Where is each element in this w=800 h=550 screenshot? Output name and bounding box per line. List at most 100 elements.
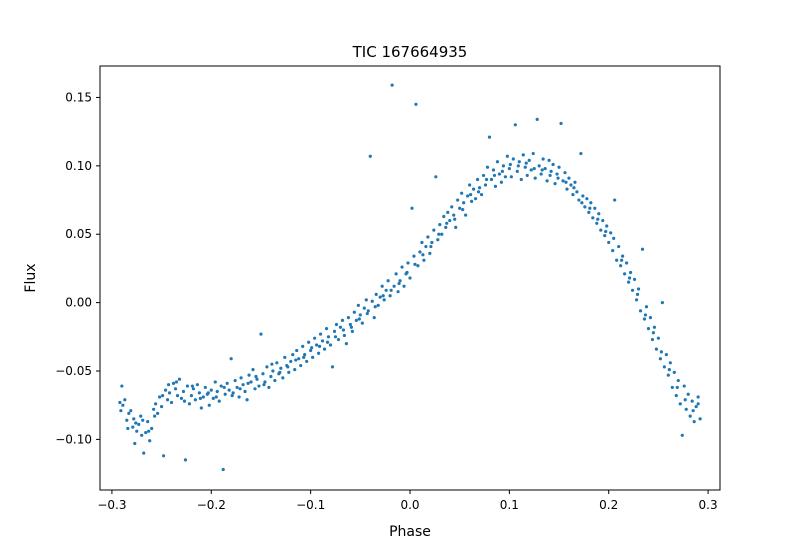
- data-point: [360, 321, 364, 325]
- data-point: [378, 295, 382, 299]
- data-point: [650, 337, 655, 342]
- data-point: [589, 201, 593, 205]
- data-point: [325, 340, 330, 344]
- data-point: [556, 176, 560, 180]
- data-point: [139, 414, 143, 418]
- data-point: [315, 343, 319, 347]
- data-point: [587, 210, 591, 214]
- data-point: [310, 346, 314, 350]
- data-point: [580, 201, 584, 205]
- data-point: [541, 157, 545, 161]
- data-point: [497, 172, 502, 176]
- data-point: [413, 262, 417, 266]
- data-point: [191, 387, 195, 391]
- data-point: [356, 303, 360, 307]
- data-point: [571, 192, 575, 197]
- data-point: [507, 166, 511, 171]
- data-point: [620, 258, 624, 262]
- data-point: [253, 387, 257, 391]
- data-point: [595, 221, 599, 225]
- y-tick-label: 0.00: [65, 296, 92, 310]
- data-point: [388, 294, 392, 298]
- data-point: [426, 235, 430, 239]
- data-point: [479, 192, 484, 197]
- data-point: [352, 310, 356, 314]
- chart-title: TIC 167664935: [352, 43, 468, 61]
- data-point: [160, 404, 164, 409]
- data-point: [203, 385, 207, 390]
- data-point: [309, 348, 313, 353]
- data-point: [358, 313, 362, 317]
- data-point: [513, 123, 517, 127]
- x-tick-label: −0.1: [296, 498, 325, 512]
- y-tick-label: −0.05: [55, 364, 92, 378]
- data-point: [364, 298, 368, 302]
- data-point: [492, 173, 497, 178]
- data-point: [559, 121, 563, 126]
- data-point: [501, 164, 505, 168]
- data-point: [684, 407, 688, 411]
- data-point: [601, 218, 605, 223]
- data-point: [211, 396, 215, 400]
- data-point: [249, 380, 253, 384]
- data-point: [396, 290, 400, 294]
- data-point: [428, 251, 432, 255]
- data-point: [366, 309, 370, 313]
- data-point: [148, 439, 152, 443]
- data-point: [289, 359, 293, 364]
- data-point: [659, 350, 663, 354]
- data-point: [141, 418, 145, 422]
- data-point: [644, 305, 649, 309]
- data-point: [305, 359, 309, 364]
- data-point: [545, 179, 549, 183]
- data-point: [406, 261, 410, 265]
- data-point: [473, 197, 478, 201]
- data-point: [615, 258, 619, 262]
- x-tick-label: 0.0: [400, 498, 419, 512]
- x-tick-label: 0.2: [599, 498, 618, 512]
- data-point: [593, 206, 597, 210]
- data-point: [326, 335, 331, 339]
- data-point: [596, 217, 600, 221]
- data-point: [604, 229, 608, 234]
- data-point: [278, 370, 282, 374]
- data-point: [273, 378, 277, 383]
- data-point: [362, 306, 366, 310]
- data-point: [342, 333, 347, 338]
- data-point: [682, 384, 686, 388]
- y-tick-label: 0.10: [65, 159, 92, 173]
- data-point: [135, 429, 139, 433]
- data-point: [547, 158, 551, 162]
- data-point: [493, 184, 498, 188]
- data-point: [158, 395, 162, 399]
- data-point: [573, 180, 577, 184]
- data-point: [400, 265, 404, 269]
- data-point: [561, 179, 565, 183]
- data-point: [678, 402, 682, 406]
- data-point: [239, 376, 243, 380]
- data-point: [215, 389, 219, 394]
- data-point: [509, 175, 513, 179]
- data-point: [484, 177, 489, 182]
- data-point: [338, 325, 343, 329]
- data-point: [307, 340, 311, 344]
- data-point: [440, 232, 444, 236]
- data-point: [286, 365, 290, 369]
- data-point: [163, 388, 168, 392]
- data-point: [424, 244, 428, 249]
- data-point: [553, 182, 557, 186]
- data-point: [261, 372, 265, 376]
- data-point: [524, 161, 528, 165]
- data-point: [442, 214, 446, 219]
- data-point: [539, 172, 543, 176]
- data-point: [137, 422, 141, 426]
- data-point: [241, 383, 245, 387]
- data-point: [189, 394, 194, 398]
- data-point: [607, 240, 611, 245]
- data-point: [126, 426, 130, 431]
- data-point: [543, 166, 547, 171]
- data-point: [675, 385, 679, 390]
- data-point: [198, 396, 202, 400]
- data-point: [380, 284, 384, 288]
